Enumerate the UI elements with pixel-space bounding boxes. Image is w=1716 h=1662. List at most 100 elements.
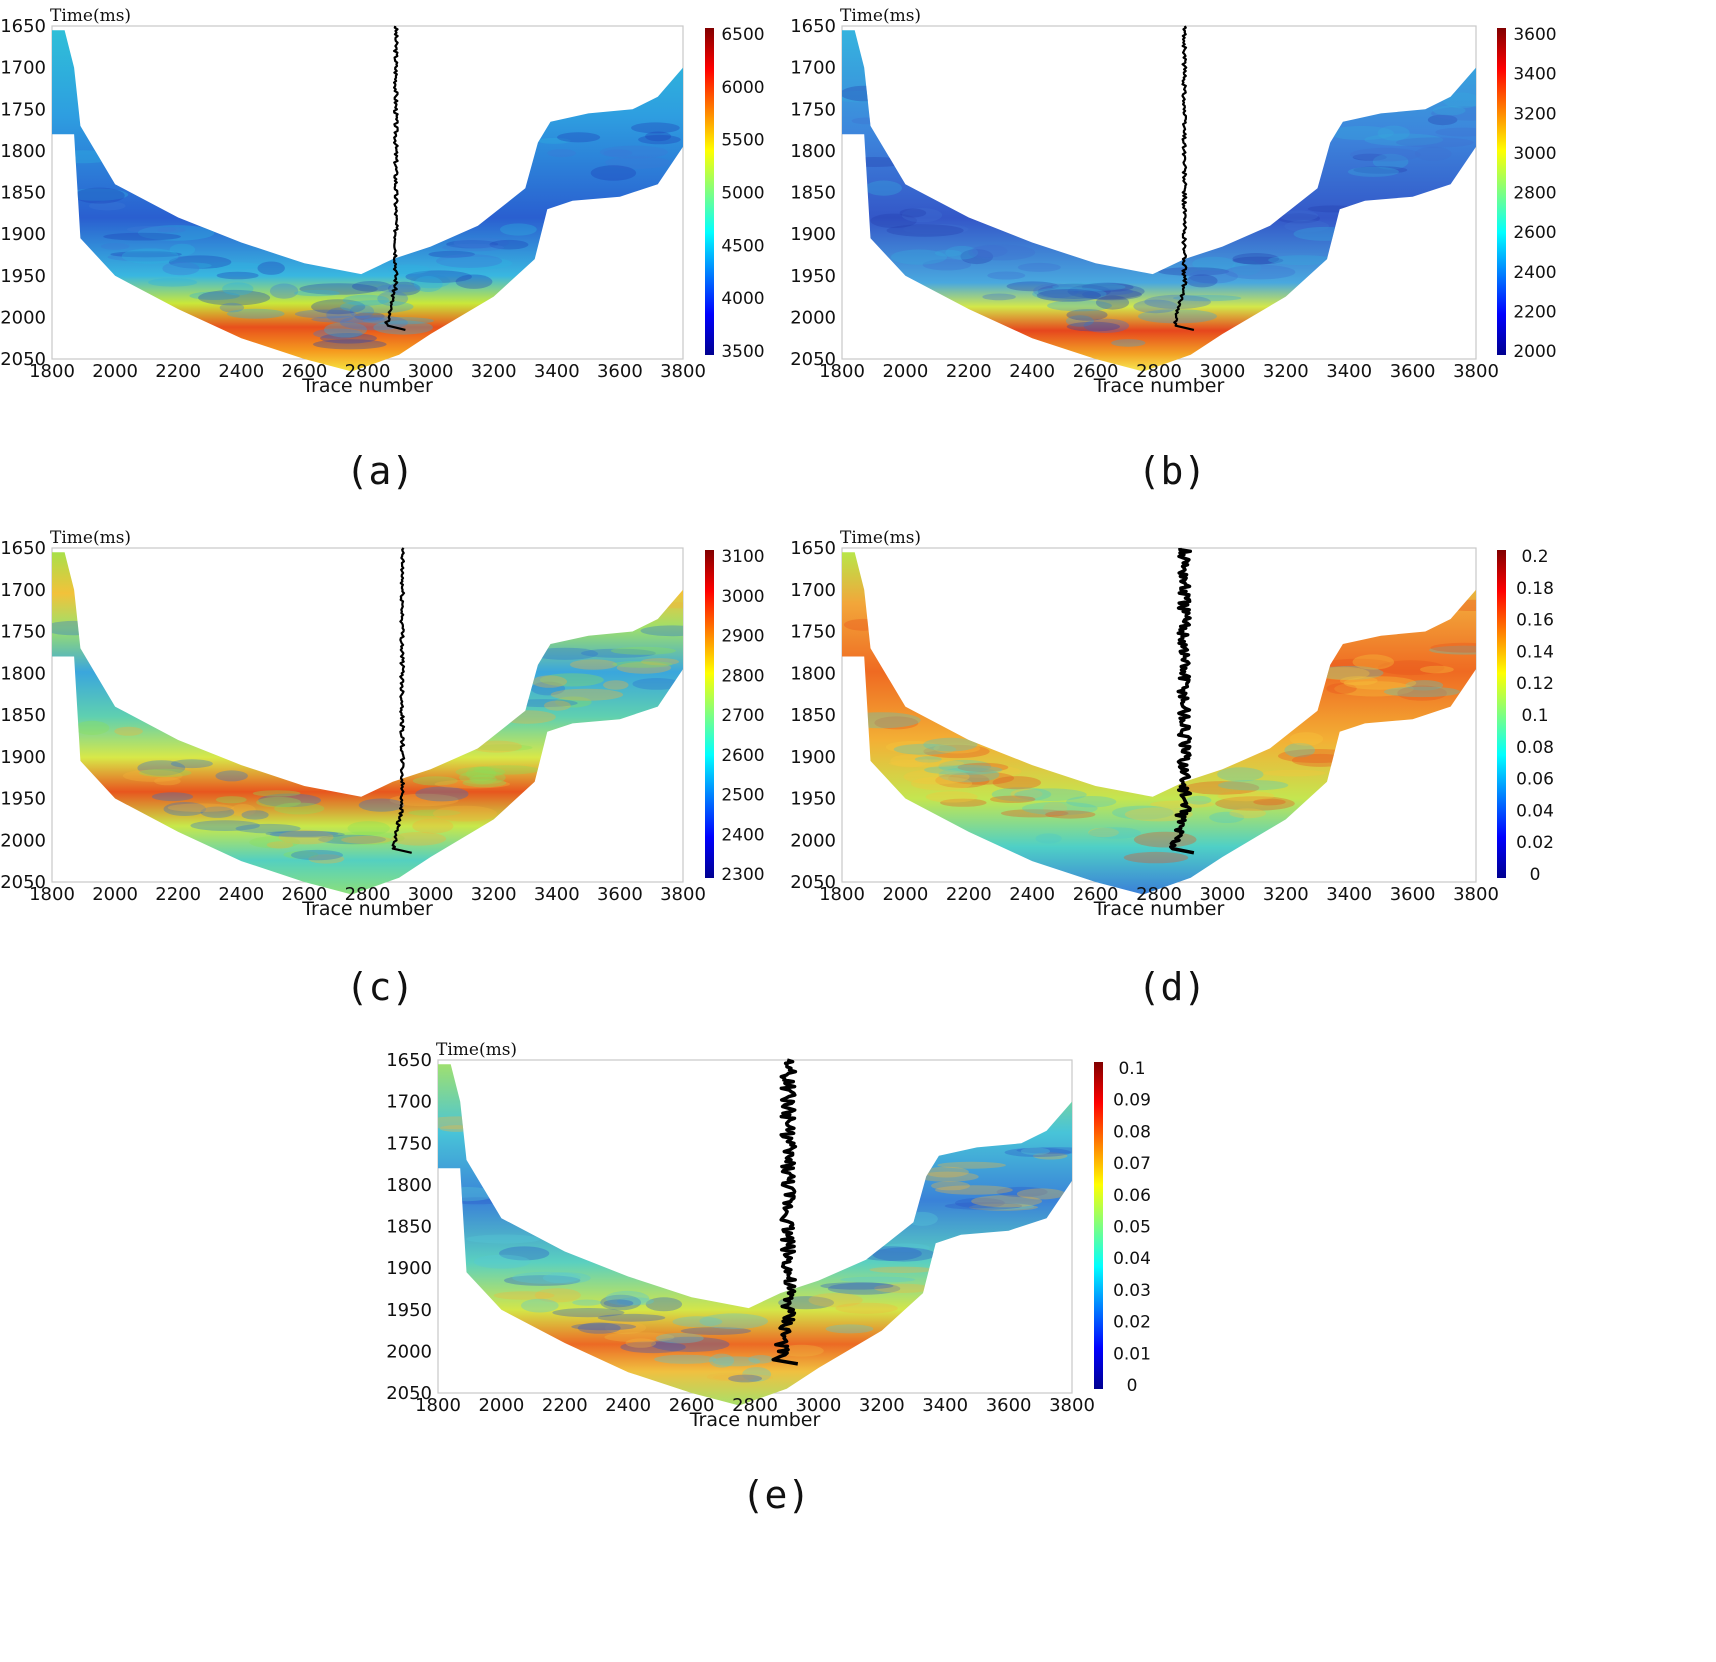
y-tick-label: 1800 bbox=[0, 141, 46, 162]
heatmap-texture bbox=[52, 602, 683, 864]
heatmap-cell bbox=[126, 225, 177, 233]
heatmap-cell bbox=[972, 244, 1008, 258]
colorbar-tick-label: 0.03 bbox=[1113, 1281, 1151, 1301]
colorbar-tick-label: 6500 bbox=[721, 25, 764, 45]
y-tick-label: 1800 bbox=[386, 1175, 432, 1196]
heatmap-band bbox=[842, 552, 1476, 895]
heatmap-cell bbox=[349, 304, 375, 319]
heatmap-cell bbox=[603, 680, 629, 690]
heatmap-cell bbox=[625, 1338, 657, 1348]
heatmap-cell bbox=[1277, 213, 1321, 224]
heatmap-cell bbox=[294, 309, 357, 319]
heatmap-cell bbox=[114, 726, 143, 736]
heatmap-cell bbox=[215, 796, 247, 804]
x-tick-label: 2200 bbox=[946, 884, 992, 905]
heatmap-cell bbox=[189, 291, 240, 300]
y-tick-label: 2050 bbox=[0, 349, 46, 370]
heatmap-cell bbox=[291, 849, 343, 861]
colorbar-tick-label: 0.1 bbox=[1521, 706, 1548, 726]
heatmap-cell bbox=[865, 180, 902, 196]
y-tick-label: 2000 bbox=[0, 307, 46, 328]
y-axis-label: Time(ms) bbox=[840, 528, 921, 548]
heatmap-cell bbox=[1017, 262, 1061, 272]
heatmap-cell bbox=[320, 333, 377, 344]
heatmap-cell bbox=[256, 796, 301, 808]
x-tick-label: 2600 bbox=[281, 884, 327, 905]
y-tick-label: 2050 bbox=[0, 872, 46, 893]
colorbar-tick-label: 2300 bbox=[721, 865, 764, 885]
heatmap-cell bbox=[190, 820, 260, 831]
heatmap-cell bbox=[914, 756, 942, 763]
heatmap-cell bbox=[969, 1203, 1038, 1211]
heatmap-cell bbox=[473, 765, 540, 775]
heatmap-cell bbox=[1035, 833, 1062, 844]
heatmap-cell bbox=[531, 675, 568, 688]
x-tick-label: 1800 bbox=[415, 1395, 461, 1416]
heatmap-cell bbox=[599, 145, 669, 159]
heatmap-cell bbox=[347, 821, 390, 836]
heatmap-cell bbox=[1231, 260, 1262, 276]
heatmap-cell bbox=[944, 1202, 1023, 1210]
heatmap-cell bbox=[462, 778, 507, 788]
heatmap-cell bbox=[1334, 681, 1414, 697]
heatmap-cell bbox=[1066, 321, 1120, 332]
heatmap-cell bbox=[455, 274, 493, 289]
heatmap-cell bbox=[886, 224, 964, 237]
heatmap-cell bbox=[971, 1203, 1035, 1210]
heatmap-cell bbox=[1186, 795, 1212, 805]
heatmap-cell bbox=[351, 281, 392, 292]
colorbar-tick-label: 0.12 bbox=[1516, 674, 1554, 694]
heatmap-cell bbox=[713, 1374, 773, 1381]
colorbar bbox=[705, 28, 714, 355]
x-tick-label: 2000 bbox=[882, 361, 928, 382]
colorbar-tick-label: 0.04 bbox=[1113, 1249, 1151, 1269]
heatmap-cell bbox=[1268, 255, 1336, 266]
heatmap-cell bbox=[1186, 274, 1218, 288]
well-log-line bbox=[771, 1058, 799, 1366]
heatmap-cell bbox=[455, 766, 506, 778]
heatmap-cell bbox=[252, 790, 301, 797]
heatmap-cell bbox=[631, 122, 680, 134]
heatmap-cell bbox=[597, 1313, 666, 1322]
heatmap-cell bbox=[1088, 827, 1119, 838]
heatmap-cell bbox=[362, 317, 434, 325]
colorbar-tick-label: 2400 bbox=[1513, 263, 1556, 283]
heatmap-cell bbox=[1429, 645, 1476, 655]
heatmap-cell bbox=[1065, 315, 1094, 327]
y-tick-label: 1850 bbox=[0, 705, 46, 726]
heatmap-cell bbox=[571, 1323, 637, 1331]
heatmap-cell bbox=[960, 249, 994, 265]
heatmap-cell bbox=[1123, 851, 1189, 864]
heatmap-cell bbox=[412, 776, 458, 786]
heatmap-cell bbox=[148, 278, 198, 287]
y-tick-label: 1850 bbox=[386, 1217, 432, 1238]
colorbar-tick-label: 0.06 bbox=[1516, 770, 1554, 790]
heatmap-cell bbox=[605, 156, 671, 169]
x-axis-label: Trace number bbox=[689, 1409, 821, 1431]
heatmap-cell bbox=[911, 776, 973, 791]
x-tick-label: 2600 bbox=[669, 1395, 715, 1416]
heatmap-cell bbox=[442, 243, 505, 252]
heatmap-cell bbox=[294, 289, 340, 297]
y-tick-label: 1850 bbox=[790, 183, 836, 204]
x-tick-label: 3600 bbox=[1390, 361, 1436, 382]
heatmap-cell bbox=[933, 743, 981, 754]
y-tick-label: 1900 bbox=[386, 1258, 432, 1279]
heatmap-cell bbox=[1088, 827, 1141, 839]
heatmap-cell bbox=[74, 187, 125, 204]
colorbar-tick-label: 3000 bbox=[721, 587, 764, 607]
panel-caption: (e) bbox=[742, 1473, 811, 1517]
heatmap-cell bbox=[512, 1271, 581, 1284]
x-tick-label: 2000 bbox=[92, 361, 138, 382]
heatmap-cell bbox=[1112, 805, 1174, 820]
heatmap-cell bbox=[1405, 680, 1444, 691]
colorbar-tick-label: 0.06 bbox=[1113, 1186, 1151, 1206]
x-tick-label: 2800 bbox=[1136, 361, 1182, 382]
heatmap-cell bbox=[216, 271, 259, 280]
colorbar-tick-label: 3000 bbox=[1513, 144, 1556, 164]
colorbar-tick-label: 0.07 bbox=[1113, 1154, 1151, 1174]
colorbar-tick-label: 5000 bbox=[721, 184, 764, 204]
heatmap-cell bbox=[121, 248, 179, 264]
heatmap-cell bbox=[645, 131, 672, 142]
